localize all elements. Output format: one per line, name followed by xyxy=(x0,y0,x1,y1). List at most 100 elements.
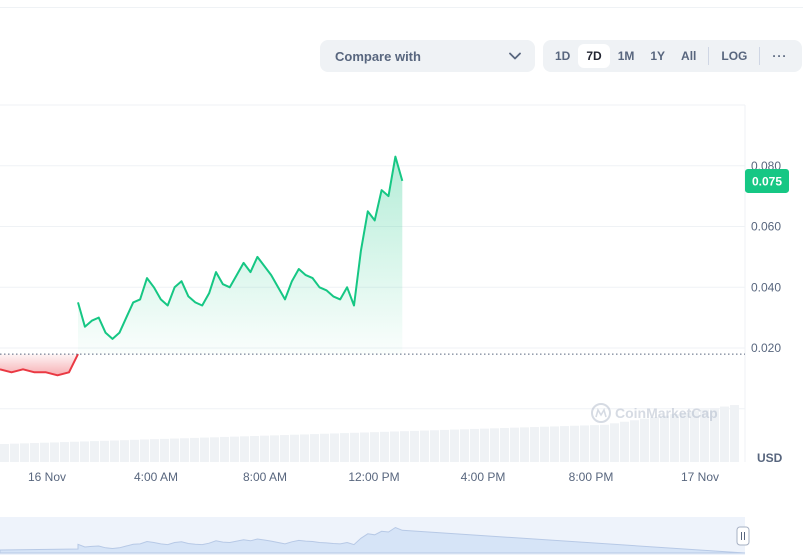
log-scale-button[interactable]: LOG xyxy=(721,49,748,63)
x-axis: 16 Nov 4:00 AM 8:00 AM 12:00 PM 4:00 PM 8:00 … xyxy=(28,470,719,484)
volume-bar xyxy=(70,441,79,462)
volume-bar xyxy=(500,428,509,462)
volume-bar xyxy=(350,432,359,462)
volume-bar xyxy=(270,435,279,462)
x-tick-label: 8:00 AM xyxy=(243,470,287,484)
volume-bar xyxy=(620,421,629,462)
volume-bar xyxy=(230,436,239,462)
time-range-selector: 1D 7D 1M 1Y All LOG ··· xyxy=(543,40,802,72)
y-tick-label: 0.040 xyxy=(751,280,781,294)
volume-bar xyxy=(110,440,119,462)
volume-bar xyxy=(60,442,69,462)
volume-bar xyxy=(690,411,699,462)
volume-bar xyxy=(410,430,419,462)
x-tick-label: 8:00 PM xyxy=(569,470,614,484)
volume-bar xyxy=(450,429,459,462)
volume-bar xyxy=(200,437,209,462)
volume-bar xyxy=(100,440,109,462)
coinmarketcap-watermark: CoinMarketCap xyxy=(591,403,718,423)
volume-bar xyxy=(590,425,599,462)
volume-bar xyxy=(560,426,569,462)
range-1d-button[interactable]: 1D xyxy=(555,49,571,63)
more-options-button[interactable]: ··· xyxy=(772,49,788,63)
volume-bar xyxy=(0,444,9,462)
volume-bar xyxy=(250,436,259,462)
volume-bar xyxy=(80,441,89,462)
volume-bar xyxy=(170,438,179,462)
volume-bar xyxy=(550,426,559,462)
volume-bar xyxy=(300,434,309,462)
volume-bar xyxy=(640,418,649,462)
volume-bar xyxy=(570,425,579,462)
price-line-down xyxy=(0,353,79,377)
volume-bar xyxy=(30,443,39,462)
watermark-text: CoinMarketCap xyxy=(615,405,718,421)
volume-bar xyxy=(660,415,669,462)
y-unit-label: USD xyxy=(757,451,783,465)
range-1m-button[interactable]: 1M xyxy=(617,49,635,63)
volume-bar xyxy=(360,432,369,462)
volume-bar xyxy=(610,423,619,462)
navigator-handle xyxy=(736,526,750,546)
range-7d-button[interactable]: 7D xyxy=(578,44,610,68)
x-tick-label: 4:00 AM xyxy=(134,470,178,484)
volume-bar xyxy=(120,440,129,462)
volume-bar xyxy=(10,443,19,462)
volume-bar xyxy=(720,406,729,462)
volume-bar xyxy=(180,438,189,462)
y-tick-label: 0.060 xyxy=(751,220,781,234)
volume-bar xyxy=(400,431,409,462)
volume-bar xyxy=(290,434,299,462)
price-area xyxy=(0,156,739,462)
price-line xyxy=(0,155,745,377)
volume-bar xyxy=(40,442,49,462)
volume-bar xyxy=(220,436,229,462)
volume-bar xyxy=(150,439,159,462)
volume-bar xyxy=(530,427,539,462)
volume-bar xyxy=(670,414,679,462)
volume-bar xyxy=(210,437,219,462)
y-tick-label: 0.020 xyxy=(751,341,781,355)
volume-bar xyxy=(380,431,389,462)
x-tick-label: 16 Nov xyxy=(28,470,66,484)
coinmarketcap-logo-icon xyxy=(595,408,607,418)
volume-bar xyxy=(310,434,319,462)
range-separator xyxy=(708,47,710,65)
range-separator xyxy=(759,47,761,65)
volume-bar xyxy=(490,428,499,462)
volume-bar xyxy=(440,429,449,462)
volume-bar xyxy=(540,426,549,462)
volume-bar xyxy=(280,435,289,462)
range-all-button[interactable]: All xyxy=(681,49,697,63)
volume-bar xyxy=(160,438,169,462)
volume-bar xyxy=(510,427,519,462)
volume-bar xyxy=(420,430,429,462)
volume-bar xyxy=(700,409,709,462)
compare-with-dropdown[interactable]: Compare with xyxy=(320,40,535,72)
volume-bar xyxy=(480,428,489,462)
current-price-badge xyxy=(745,168,789,193)
volume-bar xyxy=(520,427,529,462)
range-1y-button[interactable]: 1Y xyxy=(650,49,666,63)
volume-bar xyxy=(320,433,329,462)
volume-bar xyxy=(600,424,609,462)
volume-bar xyxy=(90,441,99,462)
x-tick-label: 12:00 PM xyxy=(348,470,399,484)
volume-bar xyxy=(370,432,379,462)
volume-bar xyxy=(650,417,659,462)
volume-bar xyxy=(390,431,399,462)
price-line-up xyxy=(77,155,404,340)
volume-bar xyxy=(730,405,739,462)
volume-bar xyxy=(430,430,439,462)
volume-bar xyxy=(680,412,689,462)
volume-bar xyxy=(240,436,249,462)
volume-bar xyxy=(580,425,589,462)
volume-bar xyxy=(190,437,199,462)
volume-bar xyxy=(130,439,139,462)
volume-bar xyxy=(260,435,269,462)
current-price-label: 0.075 xyxy=(752,174,782,188)
volume-bar xyxy=(340,433,349,462)
compare-with-label: Compare with xyxy=(335,48,421,64)
